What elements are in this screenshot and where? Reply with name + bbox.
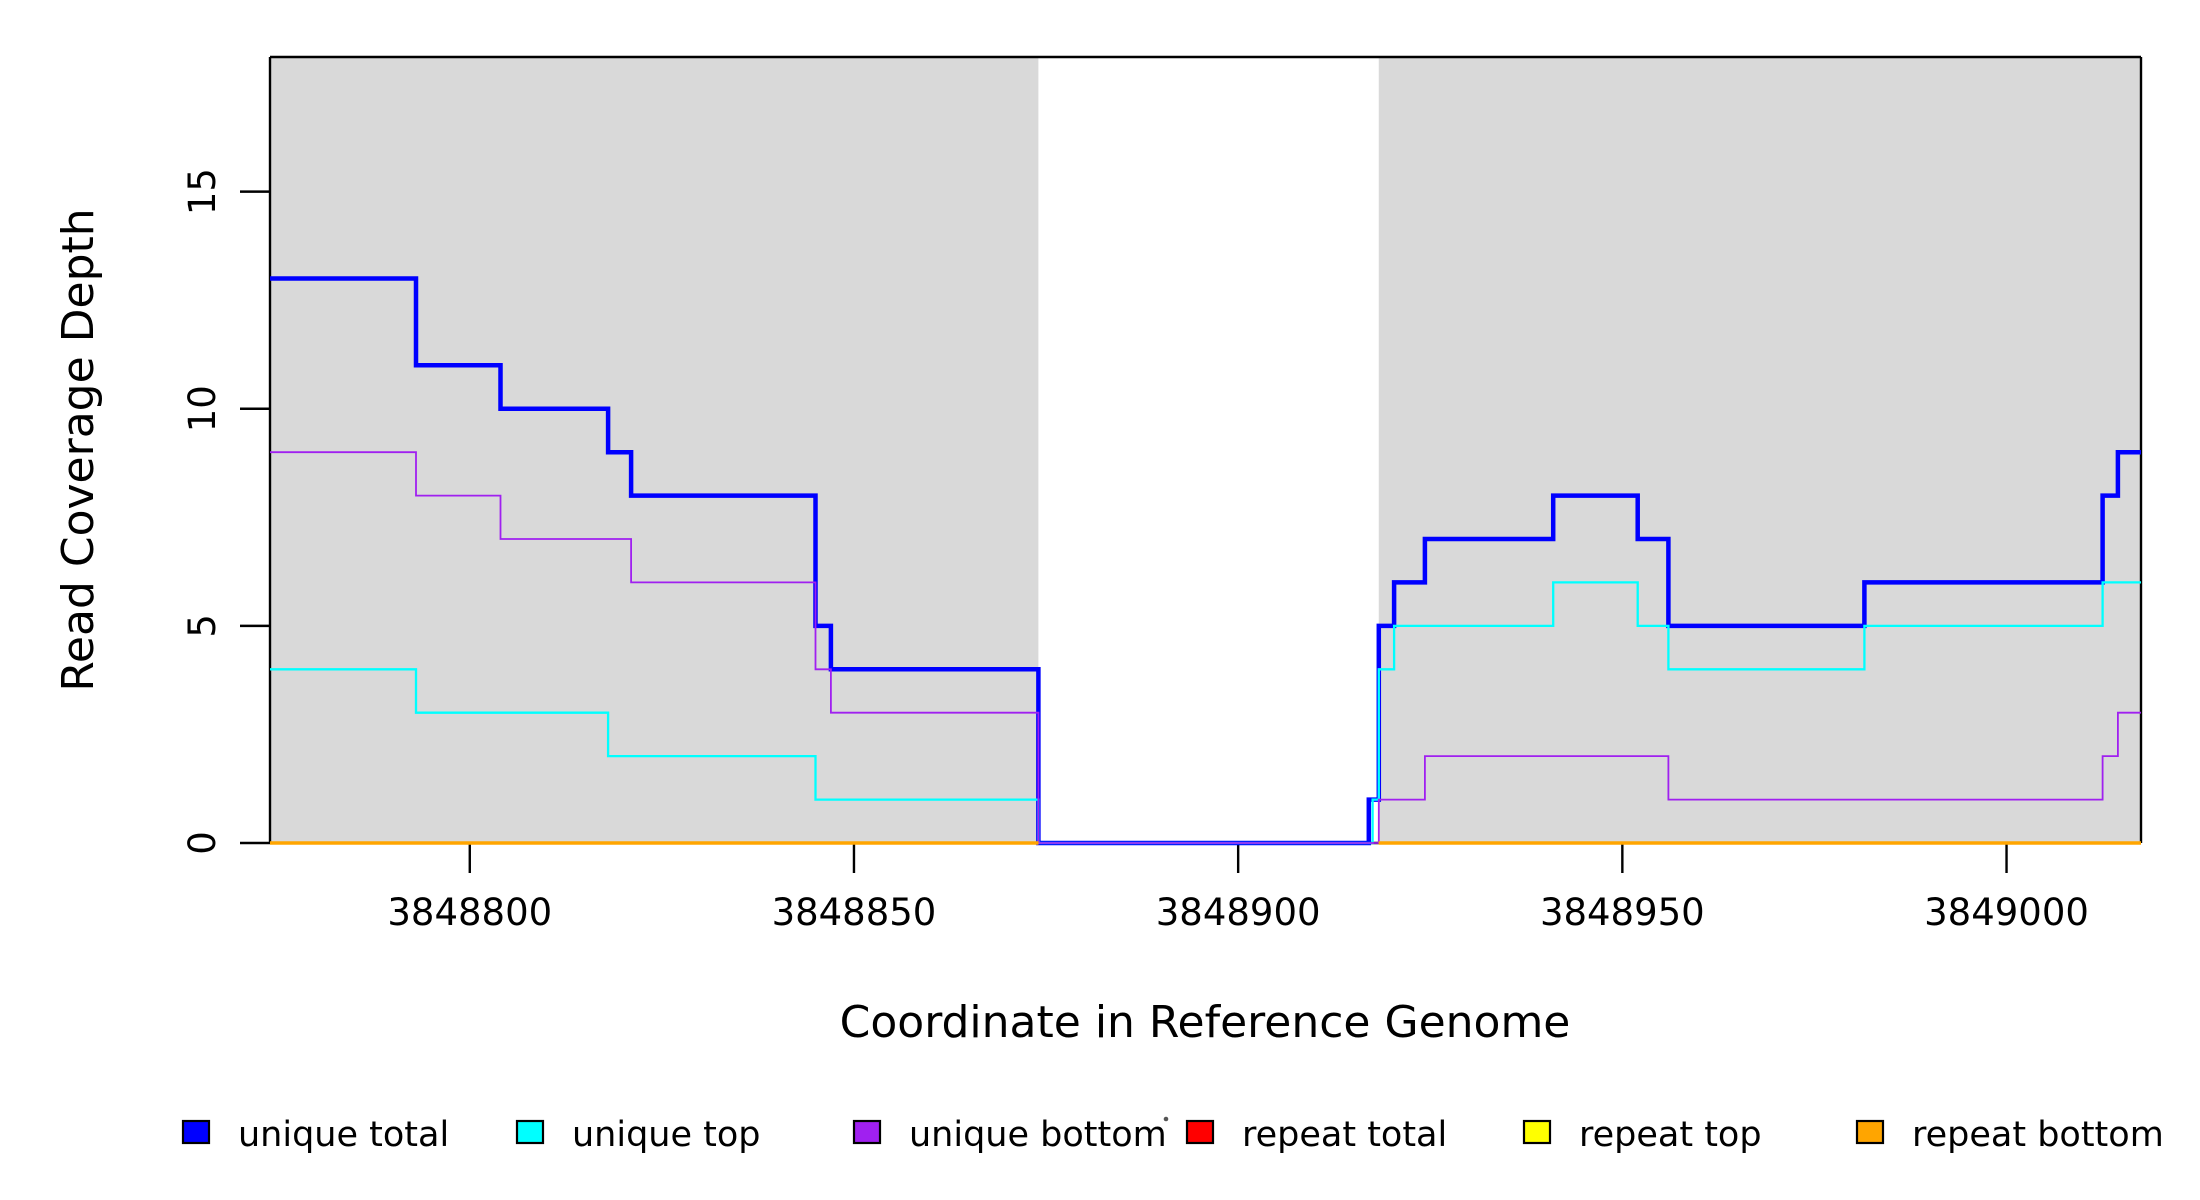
- shaded-regions: [270, 57, 2141, 843]
- legend-item: unique top: [515, 1115, 761, 1155]
- shaded-region: [1378, 57, 2141, 843]
- legend-item: repeat total: [1185, 1115, 1447, 1155]
- legend-item: repeat top: [1522, 1115, 1762, 1155]
- y-tick-label: 15: [181, 168, 224, 215]
- legend-label: unique total: [238, 1115, 449, 1155]
- legend-label: unique bottom: [909, 1115, 1167, 1155]
- legend-label: repeat top: [1579, 1115, 1762, 1155]
- legend-swatch: [1185, 1119, 1215, 1145]
- legend-swatch: [1855, 1119, 1885, 1145]
- legend-item: repeat bottom: [1855, 1115, 2164, 1155]
- x-tick-label: 3848900: [1156, 891, 1321, 934]
- legend-item: unique total: [181, 1115, 449, 1155]
- legend: unique total unique top unique bottom repea…: [181, 1115, 2164, 1155]
- legend-item: unique bottom: [852, 1115, 1167, 1155]
- x-tick-label: 3848800: [387, 891, 552, 934]
- x-tick-label: 3849000: [1924, 891, 2089, 934]
- legend-swatch: [1522, 1119, 1552, 1145]
- x-tick-label: 3848950: [1540, 891, 1705, 934]
- x-axis-title: Coordinate in Reference Genome: [840, 997, 1571, 1048]
- series-line-unique-bottom: [270, 451, 2141, 844]
- y-tick-label: 0: [181, 831, 224, 855]
- legend-swatch: [181, 1119, 211, 1145]
- legend-swatch: [852, 1119, 882, 1145]
- x-tick-label: 3848850: [772, 891, 937, 934]
- legend-label: unique top: [572, 1115, 761, 1155]
- y-tick-label: 5: [181, 614, 224, 638]
- series-lines: [270, 276, 2141, 846]
- legend-label: repeat bottom: [1912, 1115, 2164, 1155]
- axes: 3848800 3848850 3848900 3848950 3849000 0 5 10 1…: [181, 55, 2143, 934]
- stray-dot: [1163, 1116, 1169, 1122]
- series-line-unique-top: [270, 581, 2141, 845]
- legend-label: repeat total: [1242, 1115, 1447, 1155]
- shaded-region: [270, 57, 1039, 843]
- y-axis-title: Read Coverage Depth: [53, 208, 104, 691]
- y-tick-label: 10: [181, 385, 224, 432]
- legend-swatch: [515, 1119, 545, 1145]
